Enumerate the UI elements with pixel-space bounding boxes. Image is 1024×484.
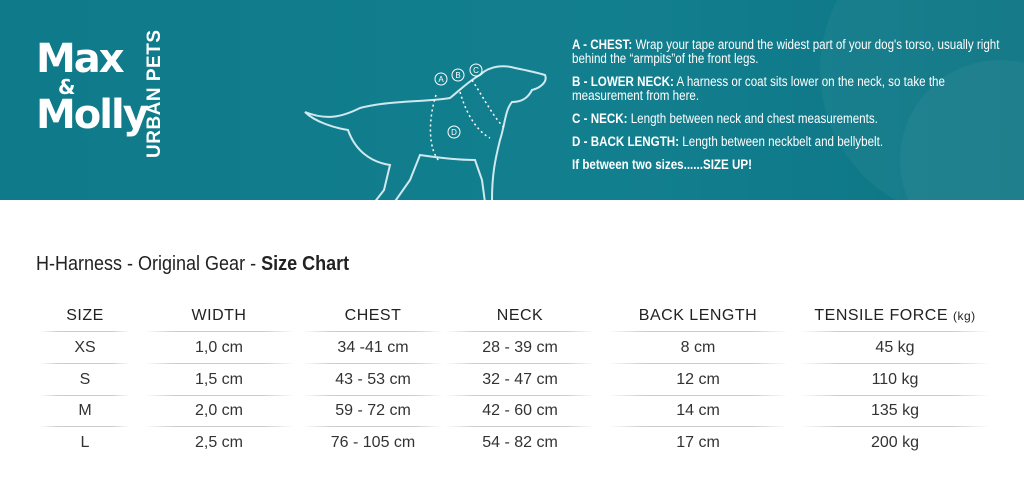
row-divider <box>303 363 443 364</box>
instruction-neck: C - NECK: Length between neck and chest … <box>572 111 878 126</box>
column-header: CHEST <box>344 307 402 324</box>
row-divider <box>303 331 443 332</box>
table-cell: 76 - 105 cm <box>330 434 416 451</box>
row-divider <box>800 426 990 427</box>
table-cell: 12 cm <box>676 371 720 388</box>
row-divider <box>40 331 130 332</box>
row-divider <box>800 395 990 396</box>
column-header: BACK LENGTH <box>638 307 758 324</box>
table-cell: 28 - 39 cm <box>482 339 558 356</box>
table-cell: L <box>80 434 90 451</box>
table-cell: 34 -41 cm <box>337 339 409 356</box>
table-cell: 14 cm <box>676 402 720 419</box>
diagram-label-a: A <box>438 75 444 84</box>
table-cell: 2,5 cm <box>194 434 244 451</box>
row-divider <box>445 331 595 332</box>
table-cell: 17 cm <box>676 434 720 451</box>
row-divider <box>800 363 990 364</box>
table-cell: 54 - 82 cm <box>482 434 558 451</box>
row-divider <box>40 395 130 396</box>
row-divider <box>445 426 595 427</box>
table-cell: 8 cm <box>680 339 716 356</box>
row-divider <box>303 426 443 427</box>
row-divider <box>800 331 990 332</box>
row-divider <box>608 426 788 427</box>
row-divider <box>303 395 443 396</box>
row-divider <box>144 426 294 427</box>
row-divider <box>144 331 294 332</box>
column-header: WIDTH <box>191 307 247 324</box>
table-cell: M <box>78 402 92 419</box>
instruction-back-length: D - BACK LENGTH: Length between neckbelt… <box>572 134 884 149</box>
diagram-label-c: C <box>473 66 479 75</box>
table-cell: 43 - 53 cm <box>335 371 411 388</box>
table-cell: S <box>79 371 91 388</box>
diagram-label-b: B <box>455 71 460 80</box>
page-title: H-Harness - Original Gear - Size Chart <box>36 253 350 275</box>
column-header: SIZE <box>66 307 104 324</box>
brand-logo: Max & Molly URBAN PETS <box>36 29 165 158</box>
table-cell: 1,5 cm <box>194 371 244 388</box>
table-cell: XS <box>74 339 96 356</box>
dog-measurement-diagram: A B C D <box>304 63 547 200</box>
header-banner: Max & Molly URBAN PETS A B C D A - CHEST… <box>0 0 1024 200</box>
brand-subtitle: URBAN PETS <box>144 29 165 158</box>
table-cell: 59 - 72 cm <box>335 402 411 419</box>
column-header: NECK <box>496 307 544 324</box>
row-divider <box>144 363 294 364</box>
row-divider <box>40 426 130 427</box>
column-header: TENSILE FORCE (kg) <box>814 307 976 324</box>
row-divider <box>445 363 595 364</box>
table-cell: 110 kg <box>871 371 919 388</box>
row-divider <box>445 395 595 396</box>
table-cell: 1,0 cm <box>194 339 244 356</box>
table-cell: 32 - 47 cm <box>482 371 558 388</box>
instruction-lower-neck: B - LOWER NECK: A harness or coat sits l… <box>572 74 945 103</box>
row-divider <box>144 395 294 396</box>
table-cell: 42 - 60 cm <box>482 402 558 419</box>
measurement-instructions: A - CHEST: Wrap your tape around the wid… <box>572 38 1002 181</box>
table-cell: 45 kg <box>875 339 915 356</box>
table-cell: 135 kg <box>870 402 920 419</box>
size-up-tip: If between two sizes......SIZE UP! <box>572 157 752 172</box>
table-cell: 200 kg <box>870 434 920 451</box>
instruction-chest: A - CHEST: Wrap your tape around the wid… <box>572 37 1000 66</box>
row-divider <box>608 331 788 332</box>
row-divider <box>608 395 788 396</box>
row-divider <box>40 363 130 364</box>
table-cell: 2,0 cm <box>194 402 244 419</box>
row-divider <box>608 363 788 364</box>
diagram-label-d: D <box>451 128 457 137</box>
